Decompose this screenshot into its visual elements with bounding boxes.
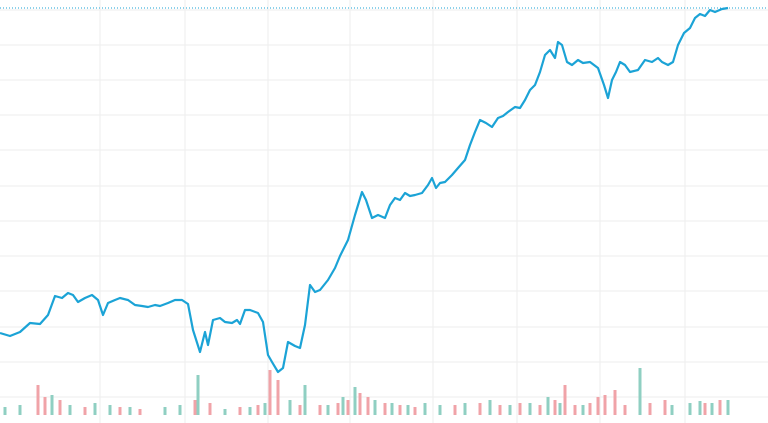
volume-bar bbox=[68, 405, 72, 415]
volume-bar bbox=[508, 405, 512, 415]
volume-bar bbox=[638, 368, 642, 415]
volume-bar bbox=[276, 380, 280, 415]
volume-bar bbox=[346, 400, 350, 415]
volume-bar bbox=[3, 407, 7, 415]
volume-bar bbox=[573, 405, 577, 415]
volume-bar bbox=[588, 403, 592, 415]
volume-bar bbox=[726, 400, 730, 415]
volume-bar bbox=[298, 405, 302, 415]
volume-bar bbox=[478, 403, 482, 415]
volume-bar bbox=[488, 400, 492, 415]
volume-bar bbox=[288, 400, 292, 415]
volume-bar bbox=[341, 397, 345, 415]
volume-bar bbox=[558, 403, 562, 415]
volume-bar bbox=[263, 403, 267, 415]
volume-bar bbox=[373, 400, 377, 415]
volume-bar bbox=[383, 403, 387, 415]
volume-bar bbox=[18, 405, 22, 415]
volume-bar bbox=[398, 405, 402, 415]
volume-bar bbox=[36, 385, 40, 415]
volume-bar bbox=[318, 405, 322, 415]
volume-bar bbox=[223, 409, 227, 415]
volume-bar bbox=[718, 400, 722, 415]
volume-bar bbox=[710, 403, 714, 415]
volume-bar bbox=[366, 397, 370, 415]
volume-bar bbox=[438, 405, 442, 415]
volume-bar bbox=[613, 390, 617, 415]
volume-bar bbox=[83, 407, 87, 415]
volume-bar bbox=[670, 405, 674, 415]
volume-bar bbox=[546, 397, 550, 415]
volume-bar bbox=[208, 403, 212, 415]
volume-bar bbox=[703, 403, 707, 415]
volume-bar bbox=[581, 405, 585, 415]
volume-bar bbox=[50, 395, 54, 415]
volume-bar bbox=[58, 400, 62, 415]
volume-bar bbox=[463, 403, 467, 415]
volume-bar bbox=[138, 409, 142, 415]
volume-bar bbox=[128, 407, 132, 415]
volume-bar bbox=[193, 400, 197, 415]
volume-bar bbox=[303, 385, 307, 415]
volume-bar bbox=[413, 407, 417, 415]
volume-bar bbox=[358, 393, 362, 415]
volume-bar bbox=[248, 407, 252, 415]
volume-bar bbox=[453, 405, 457, 415]
volume-bar bbox=[108, 405, 112, 415]
volume-bar bbox=[326, 405, 330, 415]
volume-bar bbox=[538, 405, 542, 415]
volume-bar bbox=[663, 400, 667, 415]
volume-bar bbox=[256, 405, 260, 415]
volume-bar bbox=[498, 405, 502, 415]
volume-bar bbox=[648, 403, 652, 415]
volume-bar bbox=[553, 400, 557, 415]
volume-bar bbox=[163, 407, 167, 415]
volume-bar bbox=[406, 405, 410, 415]
volume-bar bbox=[423, 403, 427, 415]
volume-bar bbox=[596, 397, 600, 415]
volume-bar bbox=[268, 370, 272, 415]
volume-bar bbox=[43, 397, 47, 415]
volume-bar bbox=[603, 395, 607, 415]
volume-bar bbox=[390, 403, 394, 415]
volume-bar bbox=[623, 405, 627, 415]
volume-bar bbox=[353, 387, 357, 415]
volume-bar bbox=[688, 403, 692, 415]
volume-bar bbox=[698, 401, 702, 415]
volume-bar bbox=[528, 403, 532, 415]
volume-bar bbox=[238, 407, 242, 415]
volume-bar bbox=[518, 403, 522, 415]
volume-bar bbox=[178, 405, 182, 415]
volume-bar bbox=[118, 407, 122, 415]
volume-bar bbox=[563, 385, 567, 415]
price-line bbox=[0, 6, 729, 374]
volume-bar bbox=[196, 375, 200, 415]
volume-bar bbox=[336, 403, 340, 415]
volume-bar bbox=[93, 403, 97, 415]
